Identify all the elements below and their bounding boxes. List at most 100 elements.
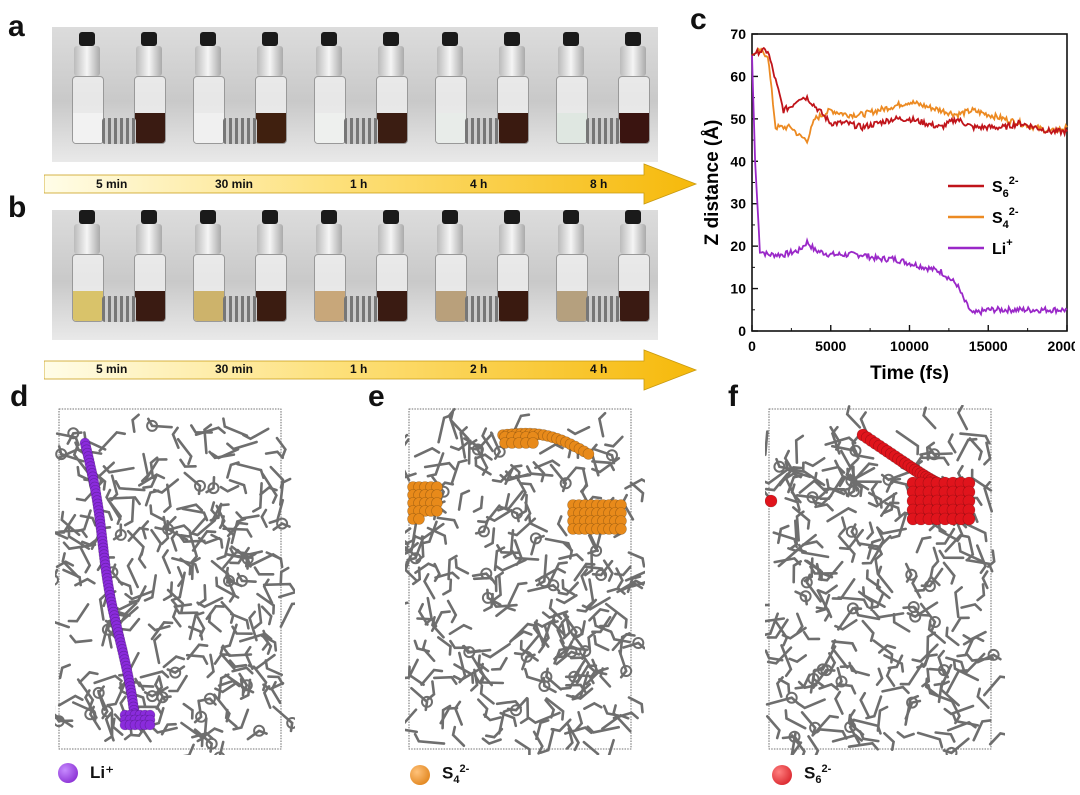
framework-bond [921, 667, 931, 688]
framework-ring [67, 427, 80, 440]
framework-bond [143, 574, 157, 602]
framework-bond [896, 731, 915, 739]
framework-bond [171, 557, 199, 574]
framework-bond [436, 516, 459, 529]
framework-bond [831, 640, 858, 652]
framework-bond [593, 634, 610, 652]
framework-bond [772, 531, 798, 549]
framework-bond [442, 578, 453, 596]
s6-trajectory [765, 428, 976, 526]
framework-bond [214, 682, 236, 694]
framework-bond [454, 558, 470, 575]
framework-bond [492, 575, 502, 601]
framework-bond [60, 510, 81, 537]
framework-bond [98, 592, 108, 621]
framework-bond [191, 731, 214, 740]
framework-bond [584, 549, 594, 577]
framework-bond [970, 468, 993, 492]
framework-bond [951, 616, 970, 633]
b-vial-left-1 [70, 210, 104, 322]
s4-trajectory [407, 427, 627, 535]
framework-bond [134, 677, 155, 688]
framework-bond [962, 630, 987, 641]
framework-bond [252, 482, 263, 513]
framework-bond [453, 663, 475, 684]
framework-bond [956, 637, 975, 658]
framework-bond [102, 465, 135, 474]
framework-bond [545, 697, 565, 721]
framework-bond [592, 616, 612, 633]
framework-bond [575, 711, 584, 731]
framework-bond [916, 731, 944, 749]
framework-bond [876, 526, 907, 535]
s4-trajectory-atom [413, 513, 425, 525]
framework-bond [861, 619, 875, 643]
framework-bond [72, 446, 90, 474]
y-tick-label: 10 [730, 281, 746, 297]
framework-bond [604, 602, 628, 629]
polymer-framework [405, 408, 645, 755]
framework-bond [581, 596, 611, 611]
framework-bond [55, 560, 75, 568]
framework-bond [614, 565, 632, 577]
a-vial-right-5 [616, 32, 650, 144]
framework-bond [891, 480, 910, 494]
panel-label-e: e [368, 380, 385, 413]
a-h-cell-3 [344, 118, 378, 144]
framework-bond [935, 527, 956, 545]
framework-bond [788, 654, 807, 664]
framework-bond [171, 571, 186, 602]
framework-bond [976, 544, 987, 574]
framework-bond [472, 576, 498, 586]
framework-ring [606, 449, 618, 462]
framework-bond [865, 695, 883, 720]
framework-bond [220, 623, 238, 649]
framework-bond [507, 517, 537, 537]
framework-bond [446, 599, 458, 624]
framework-bond [834, 619, 858, 631]
framework-bond [239, 678, 252, 700]
framework-bond [983, 441, 992, 466]
framework-bond [976, 687, 990, 709]
framework-bond [867, 491, 898, 508]
framework-bond [55, 621, 70, 629]
framework-bond [190, 424, 213, 434]
framework-bond [166, 588, 185, 613]
framework-bond [260, 605, 273, 626]
framework-bond [619, 632, 631, 656]
framework-bond [170, 598, 193, 608]
framework-bond [765, 649, 784, 662]
b-time-label-3: 1 h [350, 362, 368, 376]
framework-bond [824, 436, 857, 446]
b-time-label-2: 30 min [215, 362, 254, 376]
framework-bond [161, 549, 171, 575]
framework-ring [207, 482, 220, 495]
framework-ring [92, 686, 105, 699]
framework-ring [169, 666, 182, 679]
framework-ring [55, 574, 59, 586]
framework-bond [256, 592, 276, 615]
s4-trajectory-atom [527, 437, 539, 449]
framework-bond [627, 551, 645, 568]
framework-bond [794, 434, 805, 464]
framework-bond [831, 578, 856, 601]
framework-ring [909, 610, 922, 623]
framework-bond [834, 459, 846, 488]
framework-bond [279, 566, 290, 586]
framework-bond [814, 503, 834, 512]
framework-bond [413, 522, 445, 541]
framework-bond [62, 541, 97, 551]
framework-bond [866, 521, 875, 540]
framework-bond [766, 618, 789, 639]
framework-bond [556, 515, 568, 537]
framework-bond [585, 670, 608, 686]
framework-bond [98, 430, 126, 453]
framework-bond [189, 534, 199, 564]
framework-bond [162, 655, 186, 669]
panel-label-b: b [8, 191, 27, 224]
framework-bond [55, 531, 69, 540]
framework-bond [126, 557, 139, 589]
framework-bond [453, 700, 463, 726]
framework-bond [247, 653, 276, 670]
framework-bond [423, 573, 436, 600]
